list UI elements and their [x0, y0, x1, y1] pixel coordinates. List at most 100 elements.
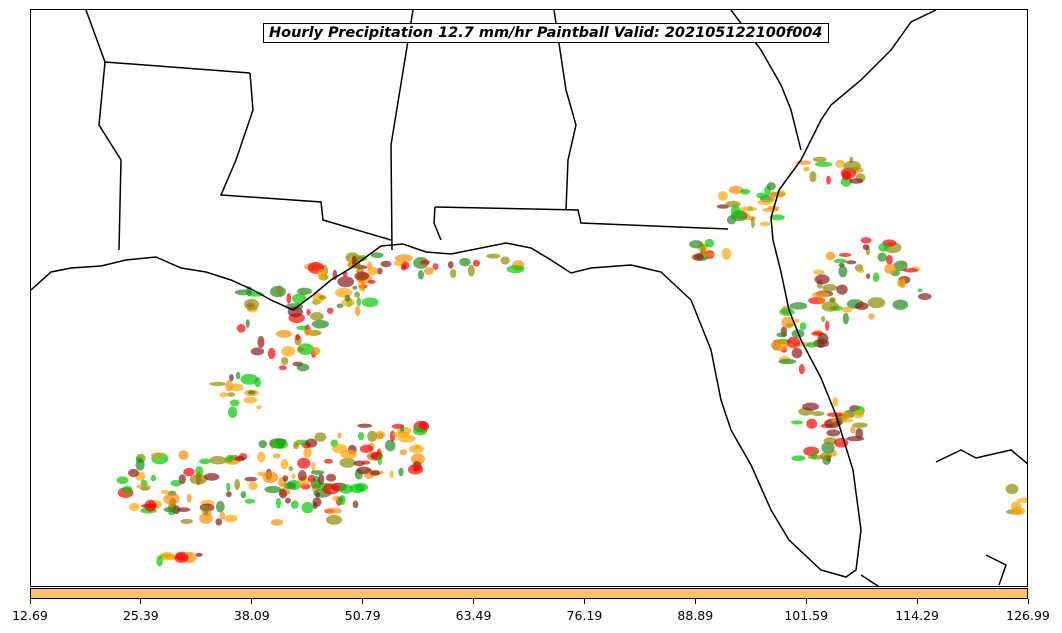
precip-blob: [225, 380, 233, 392]
precip-blob: [324, 458, 333, 464]
precip-blob: [276, 285, 283, 297]
precip-blob: [384, 439, 396, 452]
precip-blob: [256, 405, 262, 410]
precip-blob: [310, 470, 325, 475]
precip-blob: [903, 268, 919, 273]
precip-blob: [825, 320, 830, 331]
precip-blob: [352, 285, 358, 290]
precip-blob: [240, 491, 247, 499]
precip-blob: [226, 392, 236, 397]
precip-blob: [291, 473, 296, 480]
precip-blob: [272, 453, 281, 459]
precip-blob: [278, 488, 288, 499]
precip-blob: [377, 454, 382, 466]
precip-blob: [326, 307, 334, 314]
precip-blob: [367, 430, 378, 442]
precip-blob: [219, 511, 226, 520]
precip-blob: [244, 476, 258, 482]
precip-blob: [805, 342, 818, 348]
precip-blob: [843, 160, 861, 172]
precip-blob: [846, 260, 857, 265]
precip-blob: [867, 297, 886, 309]
precip-blob: [824, 418, 841, 429]
precip-blob: [854, 302, 869, 311]
colorbar-tick: [694, 599, 696, 604]
state-border: [390, 10, 414, 251]
coastline: [31, 217, 862, 578]
precip-blob: [178, 474, 187, 485]
precip-blob: [245, 319, 250, 328]
precip-blob: [178, 450, 189, 460]
precip-blob: [791, 455, 806, 462]
colorbar-tick: [362, 599, 364, 604]
precip-blob: [297, 287, 312, 295]
precip-blob: [855, 427, 864, 439]
precip-blob: [892, 299, 909, 310]
precip-blob: [779, 307, 795, 316]
precip-blob: [357, 423, 373, 428]
precip-blob: [790, 420, 804, 425]
precip-blob: [292, 293, 307, 304]
precip-blob: [400, 424, 405, 434]
precip-blob: [356, 297, 362, 307]
precip-blob: [189, 474, 208, 485]
colorbar: [30, 588, 1028, 599]
precip-blob: [248, 481, 258, 490]
precip-blob: [296, 363, 310, 372]
precip-blob: [337, 276, 355, 288]
precip-blob: [163, 493, 180, 505]
precip-blob: [272, 439, 288, 450]
precip-blob: [821, 301, 839, 312]
precip-blob: [355, 305, 361, 317]
precip-blob: [849, 178, 864, 184]
precip-blob: [376, 430, 385, 439]
precip-blob: [786, 336, 801, 349]
colorbar-tick-label: 63.49: [455, 608, 492, 623]
precip-blob: [250, 347, 265, 356]
precip-blob: [288, 466, 294, 472]
precip-blob: [280, 357, 289, 365]
precip-blob: [227, 406, 238, 418]
precip-blob: [814, 161, 833, 167]
colorbar-tick-label: 126.99: [1006, 608, 1050, 623]
precip-blob: [275, 330, 293, 338]
precip-blob: [812, 339, 830, 348]
precip-blob: [407, 464, 424, 475]
precip-blob: [354, 256, 366, 262]
precip-blob: [896, 279, 906, 288]
colorbar-tick-label: 50.79: [344, 608, 381, 623]
precip-blob: [234, 456, 246, 462]
precip-blob: [408, 444, 425, 454]
precip-blob: [303, 329, 316, 336]
coastline: [770, 10, 937, 219]
precip-blob: [739, 206, 757, 212]
precip-blob: [704, 238, 715, 248]
precip-blob: [860, 237, 872, 244]
precip-blob: [506, 265, 525, 274]
precip-blob: [418, 421, 429, 430]
precip-blob: [122, 485, 133, 494]
precip-blob: [275, 497, 282, 509]
precip-blob: [878, 243, 889, 252]
precip-blob: [310, 346, 321, 356]
precip-blob: [692, 253, 704, 261]
precip-blob: [821, 441, 835, 454]
precip-blob: [449, 269, 457, 278]
precip-blob: [135, 459, 145, 471]
precip-blob: [459, 257, 471, 267]
precip-blob: [183, 467, 195, 477]
precip-blob: [244, 498, 256, 504]
precip-blob: [326, 514, 343, 525]
precip-blob: [283, 481, 297, 490]
precip-blob: [235, 371, 241, 380]
precip-blob: [312, 497, 322, 507]
colorbar-tick: [251, 599, 253, 604]
precip-blob: [341, 298, 355, 307]
precip-blob: [186, 493, 192, 503]
map-canvas: [31, 10, 1027, 586]
precip-blob: [236, 324, 246, 333]
precip-blob: [318, 473, 325, 485]
precip-blob: [810, 451, 817, 459]
precip-blob: [301, 501, 314, 514]
precip-blob: [278, 365, 287, 371]
